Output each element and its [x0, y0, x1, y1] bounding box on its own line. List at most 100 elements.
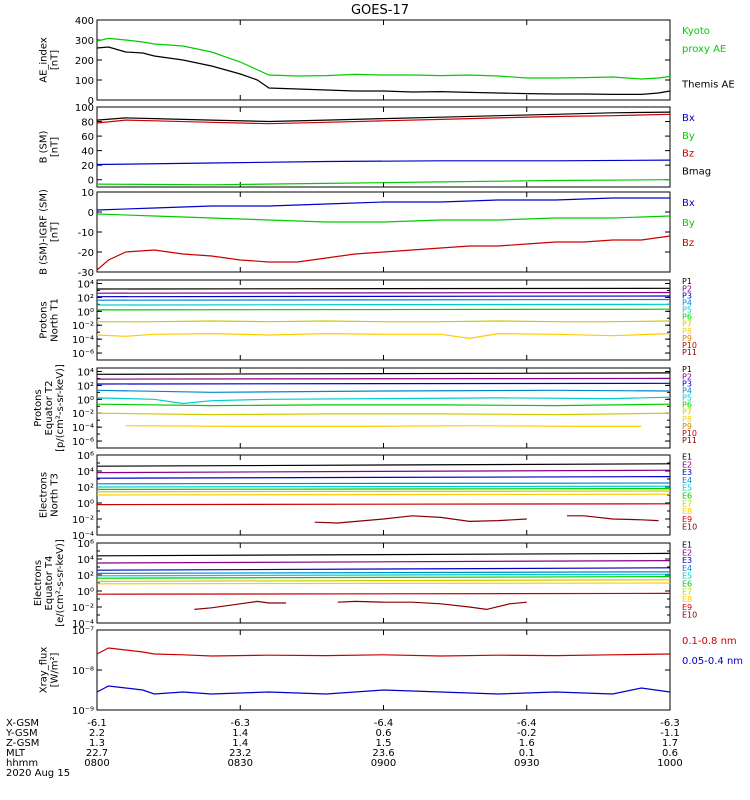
series-p8: [125, 425, 642, 427]
series-e9: [96, 503, 671, 506]
panel-frame: [96, 367, 671, 449]
legend-entry: P4: [682, 386, 692, 395]
x-axis-value: -1.1: [660, 728, 680, 739]
x-axis-value: 0.1: [519, 748, 535, 759]
series-bx: [96, 159, 671, 166]
series-bz: [96, 113, 671, 125]
series-e10: [194, 600, 287, 610]
legend-entry: P11: [682, 436, 697, 445]
y-tick-label: 10⁻⁹: [72, 706, 94, 717]
y-axis-label: B (SM)-IGRF (SM): [39, 189, 50, 275]
series-by: [96, 179, 671, 186]
y-tick-label: 10⁻⁸: [72, 666, 94, 677]
legend-entry: E1: [682, 453, 692, 462]
legend-entry: E10: [682, 611, 697, 620]
y-axis-label: B (SM): [39, 130, 50, 163]
y-tick-label: 10⁻²: [72, 321, 94, 332]
panel-p_equator: 10⁴ 10² 10⁰ 10⁻² 10⁻⁴ 10⁻⁶ Protons Equator T2 [p…: [33, 364, 697, 452]
series-e1: [96, 552, 671, 557]
x-axis-value: -6.3: [230, 718, 250, 729]
x-axis-value: 0.6: [376, 728, 392, 739]
x-axis-value: -0.2: [517, 728, 537, 739]
y-axis-label: [nT]: [50, 137, 61, 157]
legend-entry: P7: [682, 320, 692, 329]
y-axis-label: Protons: [33, 389, 44, 426]
x-axis-value: 1.4: [232, 738, 248, 749]
series-e1: [96, 463, 671, 467]
x-axis-value: -6.3: [660, 718, 680, 729]
y-tick-label: 10⁻⁴: [72, 619, 94, 630]
legend-entry: P7: [682, 408, 692, 417]
y-axis-label: Xray_flux: [39, 647, 50, 694]
x-axis-row-label: Z-GSM: [6, 738, 39, 749]
y-tick-label: 10⁰: [77, 395, 94, 406]
y-axis-label: Electrons: [39, 472, 50, 518]
series-p5: [96, 303, 671, 306]
legend-entry: By: [682, 218, 695, 229]
legend-entry: 0.1-0.8 nm: [682, 636, 737, 647]
series-e10b: [566, 515, 659, 522]
series-e9: [96, 592, 671, 595]
y-tick-label: -20: [78, 248, 94, 259]
legend-entry: E4: [682, 476, 692, 485]
plot-title: GOES-17: [351, 3, 409, 18]
y-tick-label: 10⁶: [77, 539, 94, 550]
y-axis-label: [p/(cm²-s-sr-keV)]: [55, 364, 66, 452]
x-axis-value: 2.2: [89, 728, 105, 739]
legend-entry: P4: [682, 298, 692, 307]
y-tick-label: 10⁻⁴: [72, 335, 94, 346]
series-e2: [96, 469, 671, 474]
y-tick-label: 300: [75, 36, 94, 47]
y-tick-label: 10⁻⁶: [72, 349, 94, 360]
series-p8: [96, 332, 671, 340]
x-axis-value: 1000: [657, 758, 682, 769]
series-bx: [96, 197, 670, 211]
legend-entry: E9: [682, 603, 692, 612]
legend-entry: E5: [682, 484, 692, 493]
series-p4: [96, 389, 671, 393]
series-e8: [96, 582, 671, 585]
x-axis-value: -6.4: [374, 718, 394, 729]
series-e6: [96, 575, 671, 579]
panel-frame: [96, 629, 671, 711]
series-p2: [96, 377, 671, 380]
series-0-05-0-4-nm: [96, 685, 671, 695]
x-axis-value: 22.7: [86, 748, 108, 759]
legend-entry: P2: [682, 372, 692, 381]
y-axis-label: Equator T2: [44, 381, 55, 436]
y-tick-label: 10²: [77, 293, 94, 304]
series-e5: [96, 485, 671, 488]
legend-entry: Bmag: [682, 166, 711, 177]
panel-frame: [96, 191, 671, 273]
legend-entry: Bx: [682, 113, 695, 124]
y-tick-label: 100: [75, 76, 94, 87]
y-tick-label: 200: [75, 56, 94, 67]
y-axis-label: Protons: [39, 301, 50, 338]
y-axis-label: North T1: [50, 298, 61, 342]
legend-entry: P8: [682, 415, 692, 424]
legend-entry: P9: [682, 334, 692, 343]
series-e7: [96, 579, 671, 583]
legend-entry: P10: [682, 341, 697, 350]
legend-entry: proxy AE: [682, 44, 726, 55]
series-e10: [314, 515, 527, 524]
legend-entry: P5: [682, 394, 692, 403]
x-axis-value: 1.3: [89, 738, 105, 749]
y-tick-label: 10⁻²: [72, 515, 94, 526]
x-axis-value: 0.6: [662, 748, 678, 759]
series-p5: [96, 396, 671, 405]
legend-entry: By: [682, 131, 695, 142]
legend-entry: E2: [682, 548, 692, 557]
series-e3: [96, 567, 671, 571]
x-axis-value: 0800: [84, 758, 109, 769]
x-axis-value: -6.1: [87, 718, 107, 729]
legend-entry: P3: [682, 291, 692, 300]
y-tick-label: 10⁻⁴: [72, 423, 94, 434]
y-axis-label: [nT]: [50, 222, 61, 242]
legend-entry: E5: [682, 572, 692, 581]
y-tick-label: 10²: [77, 483, 94, 494]
legend-entry: E4: [682, 564, 692, 573]
y-tick-label: 10⁴: [77, 367, 94, 378]
y-tick-label: 40: [81, 147, 94, 158]
y-tick-label: -30: [78, 268, 94, 279]
